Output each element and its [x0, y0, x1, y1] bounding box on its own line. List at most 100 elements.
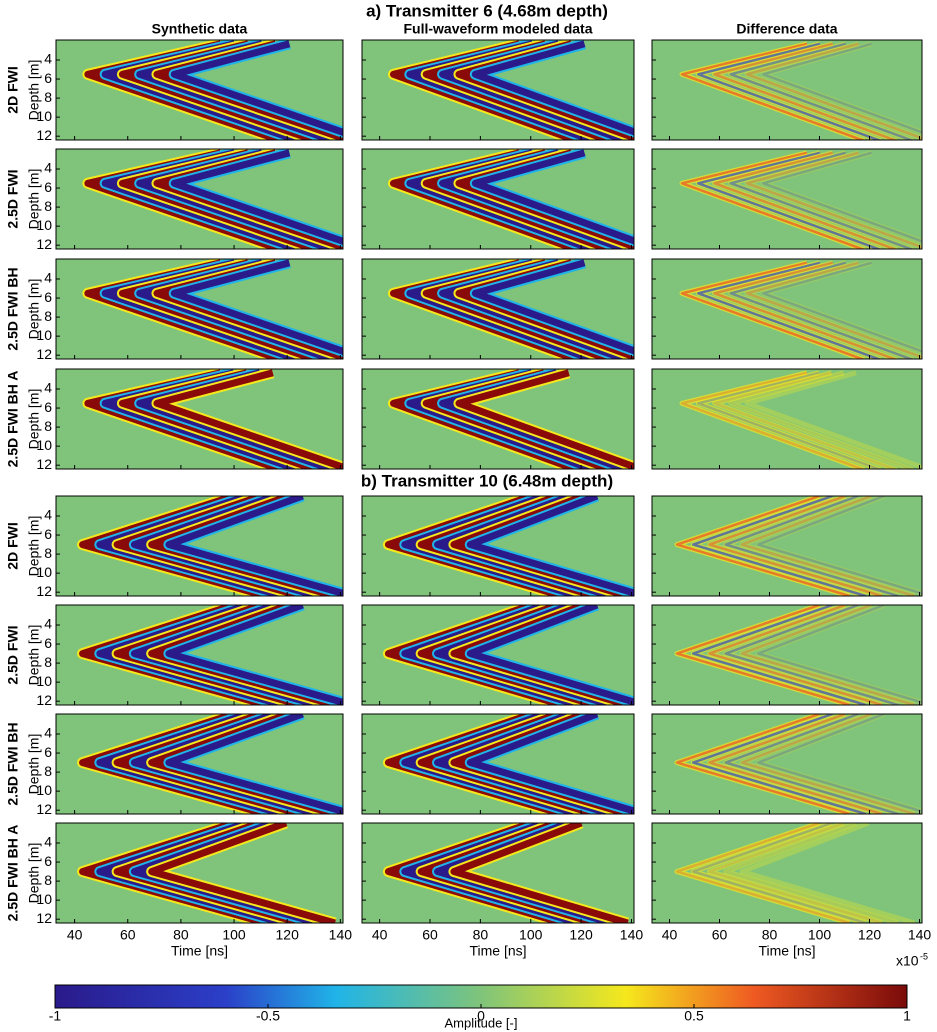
wave-band — [728, 150, 915, 249]
wave-band — [680, 151, 865, 249]
y-tick-label: 6 — [44, 526, 52, 542]
wavefield — [77, 496, 343, 596]
wave-band — [695, 370, 882, 469]
wavefield — [674, 714, 922, 814]
wave-band — [755, 605, 922, 705]
wavefield — [382, 605, 634, 705]
y-tick-label: 6 — [44, 853, 52, 869]
x-tick-label: 60 — [120, 927, 136, 943]
wave-band — [148, 823, 336, 923]
y-tick-label: 6 — [44, 399, 52, 415]
wavefield — [679, 260, 922, 359]
y-axis-label: Depth [m] — [26, 169, 42, 230]
y-tick-label: 6 — [44, 70, 52, 86]
wave-band — [745, 42, 922, 140]
wave-band — [728, 41, 915, 140]
wave-band — [675, 605, 850, 705]
panel-frame — [361, 822, 635, 924]
wave-band — [712, 370, 898, 469]
y-tick-label: 10 — [36, 217, 52, 233]
wave-band — [744, 260, 922, 359]
panel-frame — [55, 495, 344, 597]
wavefield — [77, 823, 337, 923]
y-axis-label: Depth [m] — [26, 734, 42, 795]
wave-band — [760, 260, 922, 354]
y-axis-label: Depth [m] — [26, 389, 42, 450]
wave-band — [679, 370, 866, 469]
colorbar-multiplier: x10 — [896, 953, 919, 969]
y-tick-label: 12 — [36, 236, 52, 252]
colorbar-tick-label: 0 — [477, 1008, 485, 1024]
y-tick-label: 4 — [44, 51, 52, 67]
wavefield — [387, 40, 634, 140]
wavefield — [679, 370, 922, 469]
panel-frame — [361, 39, 635, 141]
y-tick-label: 10 — [36, 782, 52, 798]
wave-band — [762, 261, 922, 353]
colorbar-label: Amplitude [-] — [445, 1015, 518, 1030]
wave-band — [692, 714, 867, 814]
wave-band — [675, 496, 850, 596]
wavefield — [82, 40, 343, 140]
wave-band — [762, 42, 922, 134]
y-tick-label: 8 — [44, 545, 52, 561]
x-tick-label: 60 — [422, 927, 438, 943]
panel-frame — [55, 39, 344, 141]
wave-band — [674, 823, 851, 923]
panel-frame — [651, 822, 923, 924]
wave-band — [697, 42, 882, 140]
wave-band — [713, 151, 898, 249]
wave-band — [723, 496, 899, 596]
wave-band — [757, 714, 922, 813]
wave-band — [760, 41, 922, 135]
panel-frame — [361, 368, 635, 470]
panel-frame — [361, 495, 635, 597]
wave-band — [466, 605, 634, 705]
y-tick-label: 10 — [36, 564, 52, 580]
panel-frame — [651, 713, 923, 815]
wave-band — [729, 151, 914, 249]
wave-band — [450, 823, 629, 923]
wave-band — [757, 496, 922, 595]
x-tick-label: 80 — [173, 927, 189, 943]
x-tick-label: 140 — [620, 927, 644, 943]
wave-band — [739, 823, 916, 923]
wavefield — [382, 823, 630, 923]
wave-band — [692, 823, 867, 923]
wave-band — [729, 42, 914, 140]
x-tick-label: 40 — [67, 927, 83, 943]
panel-frame — [651, 495, 923, 597]
wavefield — [382, 496, 634, 596]
wave-band — [745, 151, 922, 249]
wave-band — [713, 42, 898, 140]
wave-band — [739, 714, 916, 814]
x-tick-label: 60 — [712, 927, 728, 943]
wave-band — [740, 496, 915, 596]
panel-frame — [55, 604, 344, 706]
wave-band — [757, 605, 922, 704]
y-tick-label: 8 — [44, 872, 52, 888]
wave-band — [455, 369, 634, 469]
x-tick-label: 140 — [329, 927, 353, 943]
wave-band — [739, 496, 916, 596]
x-tick-label: 80 — [762, 927, 778, 943]
panel-frame — [361, 713, 635, 815]
x-tick-label: 120 — [276, 927, 300, 943]
row-label: 2.5D FWI BH A — [5, 371, 21, 468]
y-tick-label: 8 — [44, 89, 52, 105]
wave-band — [708, 605, 883, 705]
y-axis-label: Depth [m] — [26, 279, 42, 340]
wavefield — [679, 41, 922, 140]
colorbar-tick-label: 1 — [903, 1008, 911, 1024]
wave-band — [680, 42, 865, 140]
x-tick-label: 100 — [222, 927, 246, 943]
column-title: Synthetic data — [152, 21, 248, 37]
y-tick-label: 8 — [44, 308, 52, 324]
panel-frame — [55, 368, 344, 470]
wave-band — [723, 714, 899, 814]
x-tick-label: 100 — [519, 927, 543, 943]
y-tick-label: 8 — [44, 763, 52, 779]
wave-band — [729, 261, 914, 359]
wave-band — [729, 371, 914, 469]
